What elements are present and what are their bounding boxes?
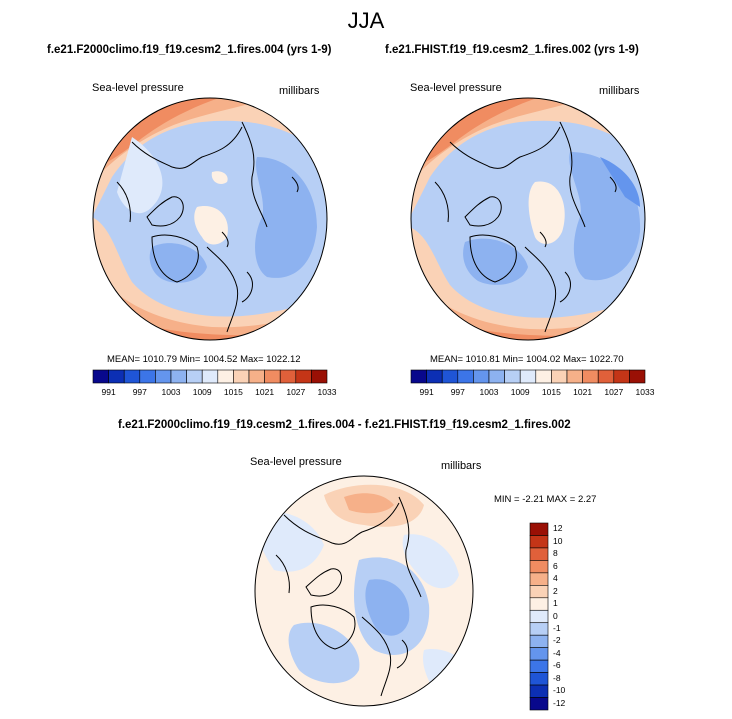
diff-units-label: millibars — [441, 460, 482, 472]
panel-1-colorbar-swatch — [170, 369, 187, 384]
panel-1-colorbar-swatch — [217, 369, 234, 384]
panel-2-map — [410, 97, 646, 341]
diff-colorbar-tick-label: 4 — [553, 573, 558, 584]
panel-2-colorbar-swatch — [582, 369, 599, 384]
diff-colorbar-tick-label: 8 — [553, 548, 558, 559]
panel-2-colorbar-tick-label: 991 — [419, 387, 434, 397]
panel-1-units-label: millibars — [279, 85, 320, 97]
diff-colorbar-swatch — [529, 609, 549, 624]
panel-2-colorbar-labels: 991 997 1003 1009 1015 1021 1027 1033 — [411, 387, 655, 399]
diff-colorbar-swatch — [529, 684, 549, 698]
panel-2-colorbar-tick-label: 1009 — [510, 387, 530, 397]
diff-colorbar-tick-label: -10 — [553, 685, 566, 696]
panel-2-colorbar-swatch — [457, 369, 474, 384]
diff-title: f.e21.F2000climo.f19_f19.cesm2_1.fires.0… — [118, 419, 571, 431]
panel-2-colorbar-tick-label: 1021 — [573, 387, 593, 397]
panel-1-colorbar-tick-label: 1021 — [255, 387, 275, 397]
diff-colorbar-swatch — [529, 585, 549, 599]
panel-1-colorbar-swatch — [201, 369, 219, 384]
panel-2-colorbar-swatch — [566, 369, 583, 384]
panel-2-colorbar-swatch — [551, 369, 568, 384]
figure-title: JJA — [347, 8, 385, 33]
diff-colorbar-tick-label: -12 — [553, 697, 566, 708]
panel-1-colorbar-swatch — [264, 369, 281, 384]
panel-1-colorbar-tick-label: 1027 — [286, 387, 306, 397]
diff-colorbar-tick-label: -1 — [553, 622, 561, 633]
diff-colorbar-swatch — [529, 547, 549, 561]
diff-colorbar-tick-label: 1 — [553, 598, 558, 609]
panel-2-colorbar-tick-label: 1015 — [541, 387, 561, 397]
diff-colorbar — [529, 522, 549, 711]
panel-2-colorbar-swatch — [519, 369, 537, 384]
panel-1-stats: MEAN= 1010.79 Min= 1004.52 Max= 1022.12 — [107, 354, 301, 365]
diff-colorbar-tick-label: 0 — [553, 610, 558, 621]
panel-1-colorbar-swatch — [92, 369, 109, 384]
diff-stats: MIN = -2.21 MAX = 2.27 — [494, 494, 597, 505]
panel-1-colorbar — [92, 369, 328, 384]
panel-2-colorbar-swatch — [597, 369, 615, 384]
panel-1-map — [92, 97, 328, 341]
diff-variable-label: Sea-level pressure — [250, 456, 342, 468]
diff-colorbar-tick-label: -2 — [553, 635, 561, 646]
panel-1-colorbar-swatch — [155, 369, 172, 384]
panel-2-colorbar-swatch — [504, 369, 521, 384]
panel-2-stats: MEAN= 1010.81 Min= 1004.02 Max= 1022.70 — [430, 354, 624, 365]
panel-1-colorbar-swatch — [123, 369, 141, 384]
diff-colorbar-tick-label: 2 — [553, 585, 558, 596]
diff-colorbar-swatch — [529, 659, 549, 673]
diff-colorbar-swatch — [529, 597, 549, 611]
diff-colorbar-tick-label: -4 — [553, 647, 561, 658]
panel-2-colorbar-swatch — [473, 369, 490, 384]
panel-1-colorbar-swatch — [108, 369, 125, 384]
panel-2-colorbar-tick-label: 1027 — [604, 387, 624, 397]
panel-2-colorbar-swatch — [488, 369, 505, 384]
diff-colorbar-swatch — [529, 634, 549, 648]
panel-1-colorbar-swatch — [248, 369, 265, 384]
diff-colorbar-tick-label: -8 — [553, 672, 561, 683]
panel-1-colorbar-tick-label: 1033 — [317, 387, 337, 397]
diff-colorbar-swatch — [529, 622, 549, 636]
diff-colorbar-tick-label: 6 — [553, 560, 558, 571]
panel-1-colorbar-tick-label: 1015 — [223, 387, 243, 397]
panel-1-colorbar-tick-label: 1003 — [161, 387, 181, 397]
panel-1-colorbar-labels: 991 997 1003 1009 1015 1021 1027 1033 — [93, 387, 337, 399]
diff-colorbar-labels: 12 10 8 6 4 2 1 0 -1 -2 -4 -6 -8 -10 -12 — [553, 523, 583, 710]
diff-colorbar-swatch — [529, 535, 549, 549]
diff-colorbar-swatch — [529, 522, 549, 536]
panel-1-colorbar-swatch — [279, 369, 297, 384]
panel-2-title: f.e21.FHIST.f19_f19.cesm2_1.fires.002 (y… — [385, 44, 639, 56]
panel-2-variable-label: Sea-level pressure — [410, 82, 502, 94]
panel-1-colorbar-tick-label: 997 — [132, 387, 147, 397]
panel-1-colorbar-swatch — [139, 369, 156, 384]
panel-2-units-label: millibars — [599, 85, 640, 97]
panel-2-colorbar-swatch — [535, 369, 552, 384]
panel-1-variable-label: Sea-level pressure — [92, 82, 184, 94]
diff-colorbar-tick-label: 12 — [553, 523, 563, 534]
diff-colorbar-swatch — [529, 560, 549, 574]
diff-map — [254, 475, 474, 707]
diff-colorbar-tick-label: 10 — [553, 535, 563, 546]
panel-1-title: f.e21.F2000climo.f19_f19.cesm2_1.fires.0… — [47, 44, 332, 56]
diff-colorbar-swatch — [529, 697, 549, 711]
panel-1-colorbar-swatch — [233, 369, 250, 384]
diff-colorbar-tick-label: -6 — [553, 660, 561, 671]
panel-2-colorbar-tick-label: 1003 — [479, 387, 499, 397]
diff-colorbar-swatch — [529, 572, 549, 586]
panel-1-colorbar-swatch — [186, 369, 203, 384]
panel-1-colorbar-swatch — [295, 369, 312, 384]
panel-2-colorbar-swatch — [426, 369, 443, 384]
panel-2-colorbar-swatch — [441, 369, 459, 384]
panel-1-colorbar-tick-label: 1009 — [192, 387, 212, 397]
panel-2-colorbar-swatch — [629, 369, 646, 384]
panel-2-colorbar-swatch — [410, 369, 427, 384]
panel-2-colorbar-tick-label: 997 — [450, 387, 465, 397]
panel-2-colorbar-swatch — [613, 369, 630, 384]
diff-colorbar-swatch — [529, 647, 549, 661]
diff-colorbar-swatch — [529, 672, 549, 686]
panel-2-colorbar-tick-label: 1033 — [635, 387, 655, 397]
panel-1-colorbar-tick-label: 991 — [101, 387, 116, 397]
panel-1-colorbar-swatch — [311, 369, 328, 384]
panel-2-colorbar — [410, 369, 646, 384]
